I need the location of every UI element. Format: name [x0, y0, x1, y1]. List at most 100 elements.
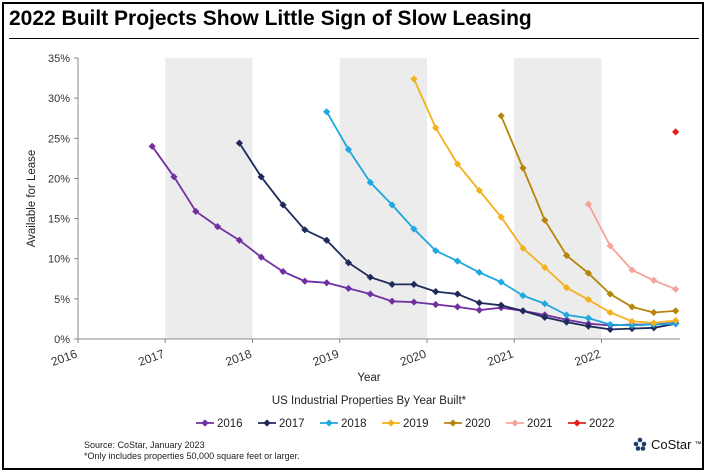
legend-marker-2020 [449, 419, 457, 427]
legend-entry-2019: 2019 [382, 418, 429, 430]
data-point-2019-5 [519, 244, 527, 252]
y-tick-label-1: 5% [54, 294, 70, 306]
data-point-2019-3 [475, 186, 483, 195]
data-point-2019-2 [453, 160, 462, 168]
data-point-2017-16 [584, 322, 592, 330]
data-point-2020-8 [672, 307, 680, 315]
data-point-2017-13 [519, 307, 527, 315]
legend-label-2020: 2020 [465, 418, 491, 430]
data-point-2018-12 [584, 314, 592, 322]
data-point-2018-2 [366, 178, 374, 187]
costar-logo-icon [633, 437, 647, 451]
data-point-2017-5 [344, 259, 353, 267]
data-point-2018-11 [562, 311, 571, 319]
legend-marker-2016 [201, 419, 209, 427]
series-2022 [672, 128, 680, 136]
shaded-band-1 [339, 58, 427, 339]
x-tick-label-0: 2016 [49, 347, 79, 369]
data-point-2019-7 [562, 284, 571, 292]
data-point-2016-5 [257, 253, 265, 261]
data-point-2016-8 [323, 279, 331, 287]
legend-entry-2021: 2021 [506, 418, 553, 430]
legend-label-2022: 2022 [589, 418, 615, 430]
data-point-2018-10 [541, 300, 549, 308]
logo-text: CoStar [651, 436, 692, 452]
data-point-2017-1 [257, 173, 265, 181]
data-point-2021-1 [606, 242, 614, 250]
legend-entry-2017: 2017 [258, 418, 305, 430]
data-point-2017-12 [497, 301, 505, 309]
legend-entry-2018: 2018 [320, 418, 367, 430]
data-point-2018-8 [497, 278, 505, 286]
y-tick-label-4: 20% [48, 173, 70, 185]
data-point-2019-10 [628, 317, 636, 325]
x-tick-label-5: 2021 [485, 347, 515, 369]
data-point-2020-1 [519, 164, 527, 172]
data-point-2017-8 [410, 280, 418, 289]
data-point-2019-9 [606, 308, 614, 317]
data-point-2019-4 [497, 213, 505, 221]
data-point-2018-3 [388, 201, 396, 209]
x-tick-label-4: 2020 [398, 347, 428, 369]
data-point-2019-12 [672, 316, 680, 325]
x-tick-label-3: 2019 [311, 347, 341, 369]
data-point-2017-10 [453, 290, 462, 298]
source-text: Source: CoStar, January 2023 [84, 440, 205, 450]
legend-marker-2021 [511, 419, 519, 427]
data-point-2020-2 [541, 216, 549, 224]
legend-marker-2018 [325, 419, 333, 427]
data-point-2018-13 [606, 320, 614, 329]
data-point-2016-14 [453, 303, 462, 311]
data-point-2016-6 [279, 267, 287, 276]
y-tick-label-3: 15% [48, 214, 70, 226]
data-point-2021-3 [650, 276, 658, 284]
data-point-2018-4 [410, 225, 418, 233]
legend-label-2019: 2019 [403, 418, 429, 430]
data-point-2018-1 [344, 145, 353, 154]
legend-marker-2017 [263, 419, 271, 427]
data-point-2017-2 [279, 201, 287, 209]
data-point-2016-7 [301, 277, 309, 285]
legend-label-2021: 2021 [527, 418, 553, 430]
data-point-2016-15 [475, 306, 483, 314]
data-point-2022-0 [672, 128, 680, 136]
data-point-2018-5 [432, 247, 440, 255]
title-divider [9, 38, 699, 39]
data-point-2017-7 [388, 280, 396, 289]
x-tick-label-1: 2017 [136, 347, 166, 369]
series-2021 [584, 200, 680, 293]
data-point-2018-9 [519, 292, 527, 300]
data-point-2017-4 [323, 236, 331, 244]
data-point-2018-0 [323, 108, 331, 116]
y-tick-label-5: 25% [48, 133, 70, 145]
data-point-2017-15 [562, 318, 571, 326]
data-point-2020-4 [584, 269, 592, 277]
y-axis-title: Available for Lease [26, 150, 38, 248]
data-point-2020-0 [497, 112, 505, 120]
data-point-2019-6 [541, 263, 549, 272]
costar-logo: CoStar ™ [632, 436, 701, 452]
data-point-2019-1 [432, 124, 440, 132]
x-tick-label-6: 2022 [573, 347, 603, 369]
legend-entry-2020: 2020 [444, 418, 491, 430]
y-tick-label-0: 0% [54, 334, 70, 346]
chart-title: 2022 Built Projects Show Little Sign of … [9, 7, 532, 30]
data-point-2017-14 [541, 313, 549, 321]
series-2019 [410, 75, 680, 327]
x-axis-title: Year [357, 372, 380, 384]
data-point-2019-11 [650, 319, 658, 327]
y-tick-label-7: 35% [48, 53, 70, 65]
legend-label-2018: 2018 [341, 418, 367, 430]
data-point-2017-11 [475, 299, 483, 307]
legend-entry-2016: 2016 [196, 418, 243, 430]
data-point-2016-13 [432, 300, 440, 309]
series-2020 [497, 112, 680, 317]
data-point-2018-6 [453, 257, 462, 265]
data-point-2017-17 [606, 325, 614, 333]
data-point-2018-7 [475, 268, 483, 276]
data-point-2016-1 [170, 173, 178, 181]
legend-marker-2022 [573, 419, 581, 427]
data-point-2016-3 [213, 223, 222, 231]
data-point-2020-5 [606, 290, 614, 298]
